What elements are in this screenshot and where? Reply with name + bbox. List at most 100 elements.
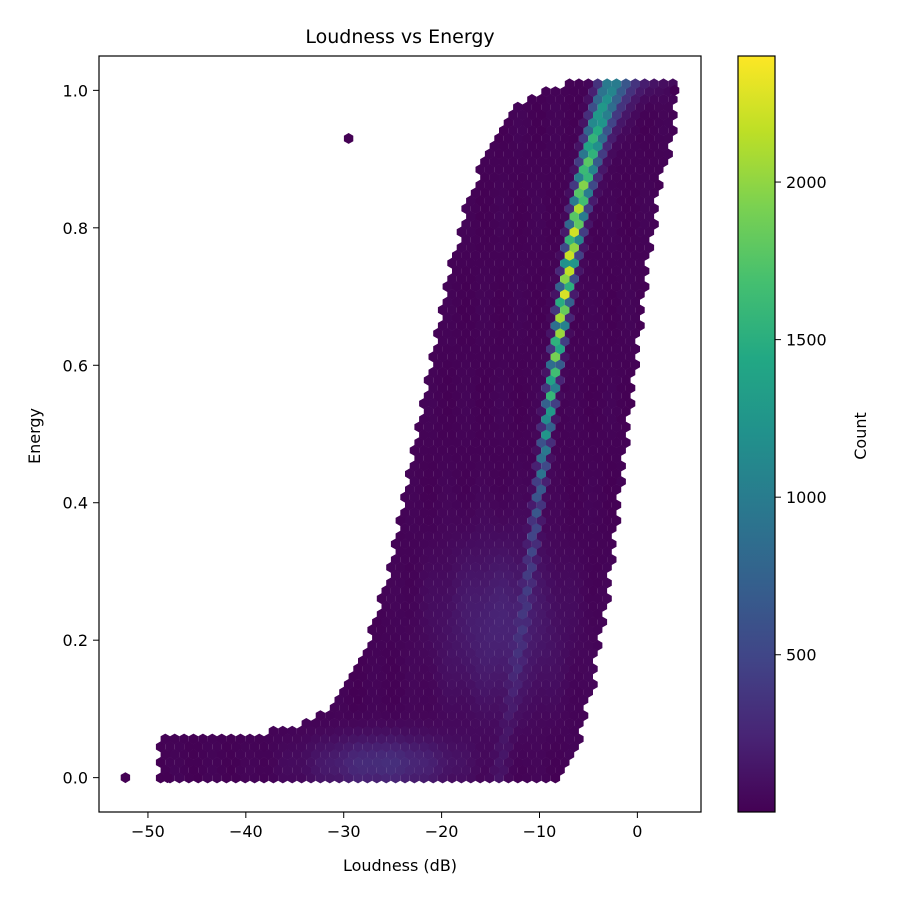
hexbin-cell [550,585,561,597]
hexbin-cell [160,749,170,760]
hexbin-cell [395,608,405,620]
hexbin-cell [428,663,438,675]
hexbin-cell [546,562,556,573]
hexbin-cell [649,78,659,90]
hexbin-cell [390,710,401,721]
hexbin-cell [405,546,415,558]
hexbin-cell [409,647,420,659]
hexbin-cell [555,655,565,667]
hexbin-cell [494,304,504,316]
hexbin-cell [386,702,396,714]
hexbin-cell [602,234,612,246]
hexbin-cell [513,476,523,487]
hexbin-cell [367,655,377,667]
hexbin-cell [475,320,485,331]
hexbin-cell [499,250,509,261]
hexbin-cell [555,406,565,417]
hexbin-cell [555,593,565,604]
hexbin-cell [395,546,405,558]
hexbin-cell [560,195,570,207]
hexbin-cell [466,335,476,347]
hexbin-cell [325,772,335,784]
hexbin-cell [508,764,518,776]
hexbin-cell [616,304,626,316]
hexbin-cell [531,273,542,285]
hexbin-cell [405,655,415,667]
hexbin-cell [386,749,396,760]
hexbin-cell [522,632,532,643]
hexbin-cell [452,577,462,589]
hexbin-cell [569,257,579,269]
hexbin-cell [461,577,471,589]
hexbin-cell [574,702,584,714]
hexbin-cell [597,195,608,207]
hexbin-cell [635,273,645,285]
hexbin-cell [546,640,556,651]
hexbin-cell [423,515,434,526]
hexbin-cell [625,242,636,253]
hexbin-cell [616,101,626,113]
hexbin-cell [499,312,509,324]
hexbin-cell [395,577,405,589]
hexbin-cell [390,741,401,753]
hexbin-cell [588,460,598,472]
hexbin-cell [372,632,382,643]
hexbin-cell [456,460,467,472]
hexbin-cell [522,195,532,207]
hexbin-cell [593,140,603,152]
hexbin-cell [452,452,462,464]
hexbin-cell [452,374,462,386]
hexbin-cell [461,265,471,277]
hexbin-cell [311,764,321,776]
hexbin-cell [583,499,593,511]
hexbin-cell [207,749,217,760]
hexbin-cell [569,491,579,503]
hexbin-cell [470,203,481,214]
hexbin-cell [564,686,575,698]
hexbin-cell [569,445,579,456]
hexbin-cell [517,733,528,745]
hexbin-cell [578,101,589,113]
hexbin-cell [221,757,232,768]
hexbin-cell [353,679,363,690]
hexbin-cell [602,515,612,526]
hexbin-cell [409,445,420,456]
hexbin-cell [461,749,471,760]
hexbin-cell [621,250,631,261]
hexbin-cell [475,741,485,753]
hexbin-cell [433,328,443,339]
hexbin-cell [597,86,608,97]
hexbin-cell [522,679,532,690]
hexbin-cell [376,749,387,760]
hexbin-cell [202,757,213,768]
hexbin-cell [428,694,438,706]
hexbin-cell [470,515,481,526]
hexbin-cell [607,179,617,191]
hexbin-cell [630,343,640,355]
hexbin-cell [414,421,424,433]
hexbin-cell [569,133,579,144]
hexbin-cell [231,741,241,753]
hexbin-cell [508,250,518,261]
hexbin-cell [442,437,452,448]
hexbin-cell [414,577,424,589]
hexbin-cell [484,367,495,378]
hexbin-cell [541,772,551,784]
hexbin-cell [555,562,565,573]
hexbin-cell [513,632,523,643]
hexbin-cell [597,476,608,487]
hexbin-cell [564,624,575,636]
hexbin-cell [503,133,514,144]
hexbin-cell [517,109,528,121]
hexbin-cell [376,624,387,636]
hexbin-cell [616,133,626,144]
hexbin-cell [517,577,528,589]
hexbin-cell [597,491,608,503]
hexbin-cell [423,530,434,542]
hexbin-cell [588,601,598,612]
hexbin-cell [428,772,438,784]
hexbin-cell [296,741,307,753]
hexbin-cell [376,655,387,667]
hexbin-cell [635,195,645,207]
hexbin-cell [494,601,504,612]
